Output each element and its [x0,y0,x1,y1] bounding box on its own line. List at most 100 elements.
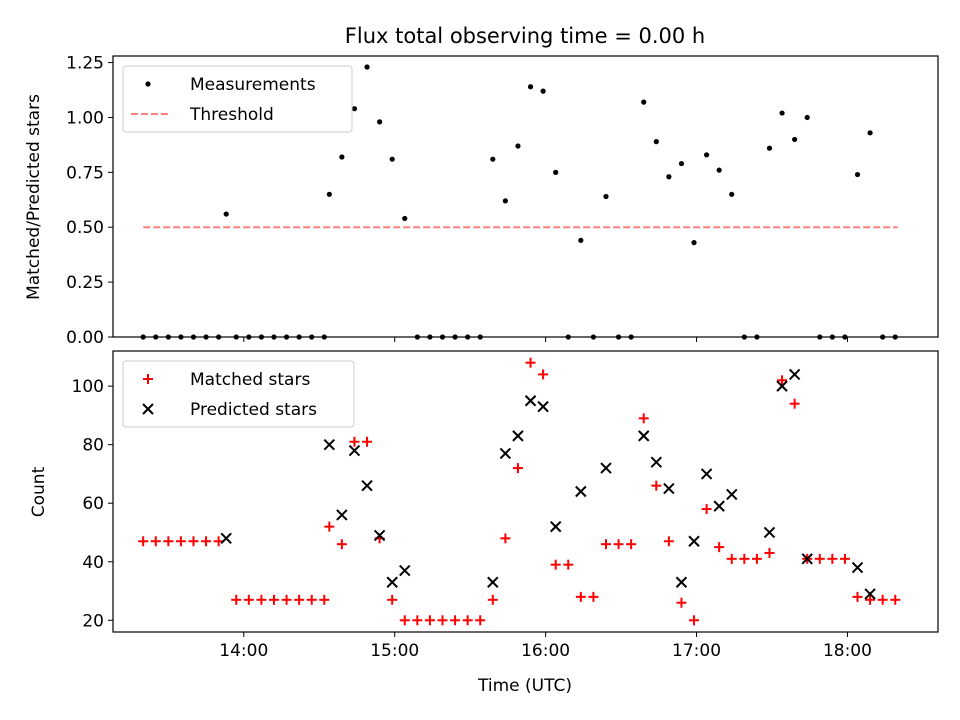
matched-star-marker [319,594,330,605]
measurement-point [641,99,647,105]
matched-star-marker [839,553,850,564]
predicted-star-marker [386,576,398,588]
measurement-point [691,240,697,246]
predicted-star-marker [220,532,232,545]
marker-stroke [663,482,675,495]
x-tick-label: 14:00 [219,641,268,661]
matched-star-marker [243,594,254,605]
marker-stroke [348,444,361,457]
top-y-axis-label: Matched/Predicted stars [24,94,44,300]
predicted-star-marker [499,447,512,460]
matched-star-marker [588,591,599,602]
predicted-star-marker [801,553,813,565]
x-tick-label: 16:00 [521,641,570,661]
matched-star-marker [462,615,473,626]
predicted-star-marker [688,535,700,547]
matched-star-marker [175,536,186,547]
predicted-star-marker [537,400,549,413]
y-tick-label: 60 [82,494,104,514]
matched-star-marker [852,591,863,602]
x-tick-label: 18:00 [823,641,872,661]
predicted-star-marker [336,509,348,521]
matched-star-marker [764,547,775,558]
y-tick-label: 100 [72,377,104,397]
measurement-point [867,130,873,136]
bottom-x-axis-label: Time (UTC) [477,676,572,696]
predicted-star-marker [575,485,587,498]
predicted-star-marker [323,438,336,451]
y-tick-label: 1.00 [66,108,104,128]
marker-stroke [776,380,788,392]
predicted-star-marker [700,468,713,480]
marker-stroke [650,456,662,468]
measurement-point [515,143,521,149]
matched-star-marker [399,615,410,626]
matched-star-marker [362,436,373,447]
measurement-point [603,193,609,200]
marker-stroke [524,395,537,407]
legend-entry-label: Threshold [189,105,274,125]
matched-star-marker [450,615,461,626]
predicted-star-marker [776,380,788,392]
matched-star-marker [827,553,838,564]
matched-star-marker [726,553,737,564]
predicted-star-marker [650,456,662,468]
legend-entry-label: Predicted stars [190,400,317,420]
matched-star-marker [231,594,242,605]
matched-star-marker [487,594,498,605]
matched-star-marker [525,357,536,368]
measurement-point [703,152,710,158]
matched-star-marker [814,553,825,564]
matched-star-marker [424,615,435,626]
marker-stroke [499,447,512,460]
matched-star-marker [512,463,523,474]
marker-stroke [220,532,232,545]
measurement-point [766,145,773,151]
marker-stroke [688,535,700,547]
measurement-point [339,154,345,160]
predicted-star-marker [788,368,801,381]
marker-stroke [726,488,738,501]
marker-stroke [373,529,386,542]
measurement-point [351,106,358,112]
predicted-star-marker [864,588,876,600]
predicted-star-marker [638,430,650,442]
measurement-point [223,211,229,217]
matched-star-marker [163,536,174,547]
measurement-point [653,139,659,145]
marker-stroke [336,509,348,521]
measurement-point [666,174,672,180]
measurement-point [804,114,810,121]
predicted-star-marker [726,488,738,501]
matched-star-marker [689,615,700,626]
marker-stroke [864,588,876,600]
matched-star-marker [538,369,549,380]
matched-star-marker [387,594,398,605]
y-tick-label: 80 [82,436,104,456]
marker-stroke [549,520,562,533]
marker-stroke [512,430,524,442]
predicted-star-marker [675,576,688,588]
marker-stroke [600,462,612,474]
matched-star-marker [324,521,335,532]
predicted-star-marker [487,576,499,588]
matched-star-marker [651,480,662,491]
predicted-star-marker [348,444,361,457]
bottom-legend: Matched stars Predicted stars [122,360,355,428]
matched-star-marker [877,594,888,605]
predicted-star-marker [524,395,537,407]
legend-x-swatch [142,403,154,415]
measurement-point [678,160,685,167]
matched-star-marker [563,559,574,570]
x-tick-label: 15:00 [370,641,419,661]
y-tick-label: 0.25 [66,273,104,293]
marker-stroke [386,576,398,588]
matched-star-marker [739,553,750,564]
measurement-point [792,136,798,143]
marker-stroke [537,400,549,413]
matched-star-marker [281,594,292,605]
measurement-point [854,171,861,178]
matched-star-marker [890,594,901,605]
